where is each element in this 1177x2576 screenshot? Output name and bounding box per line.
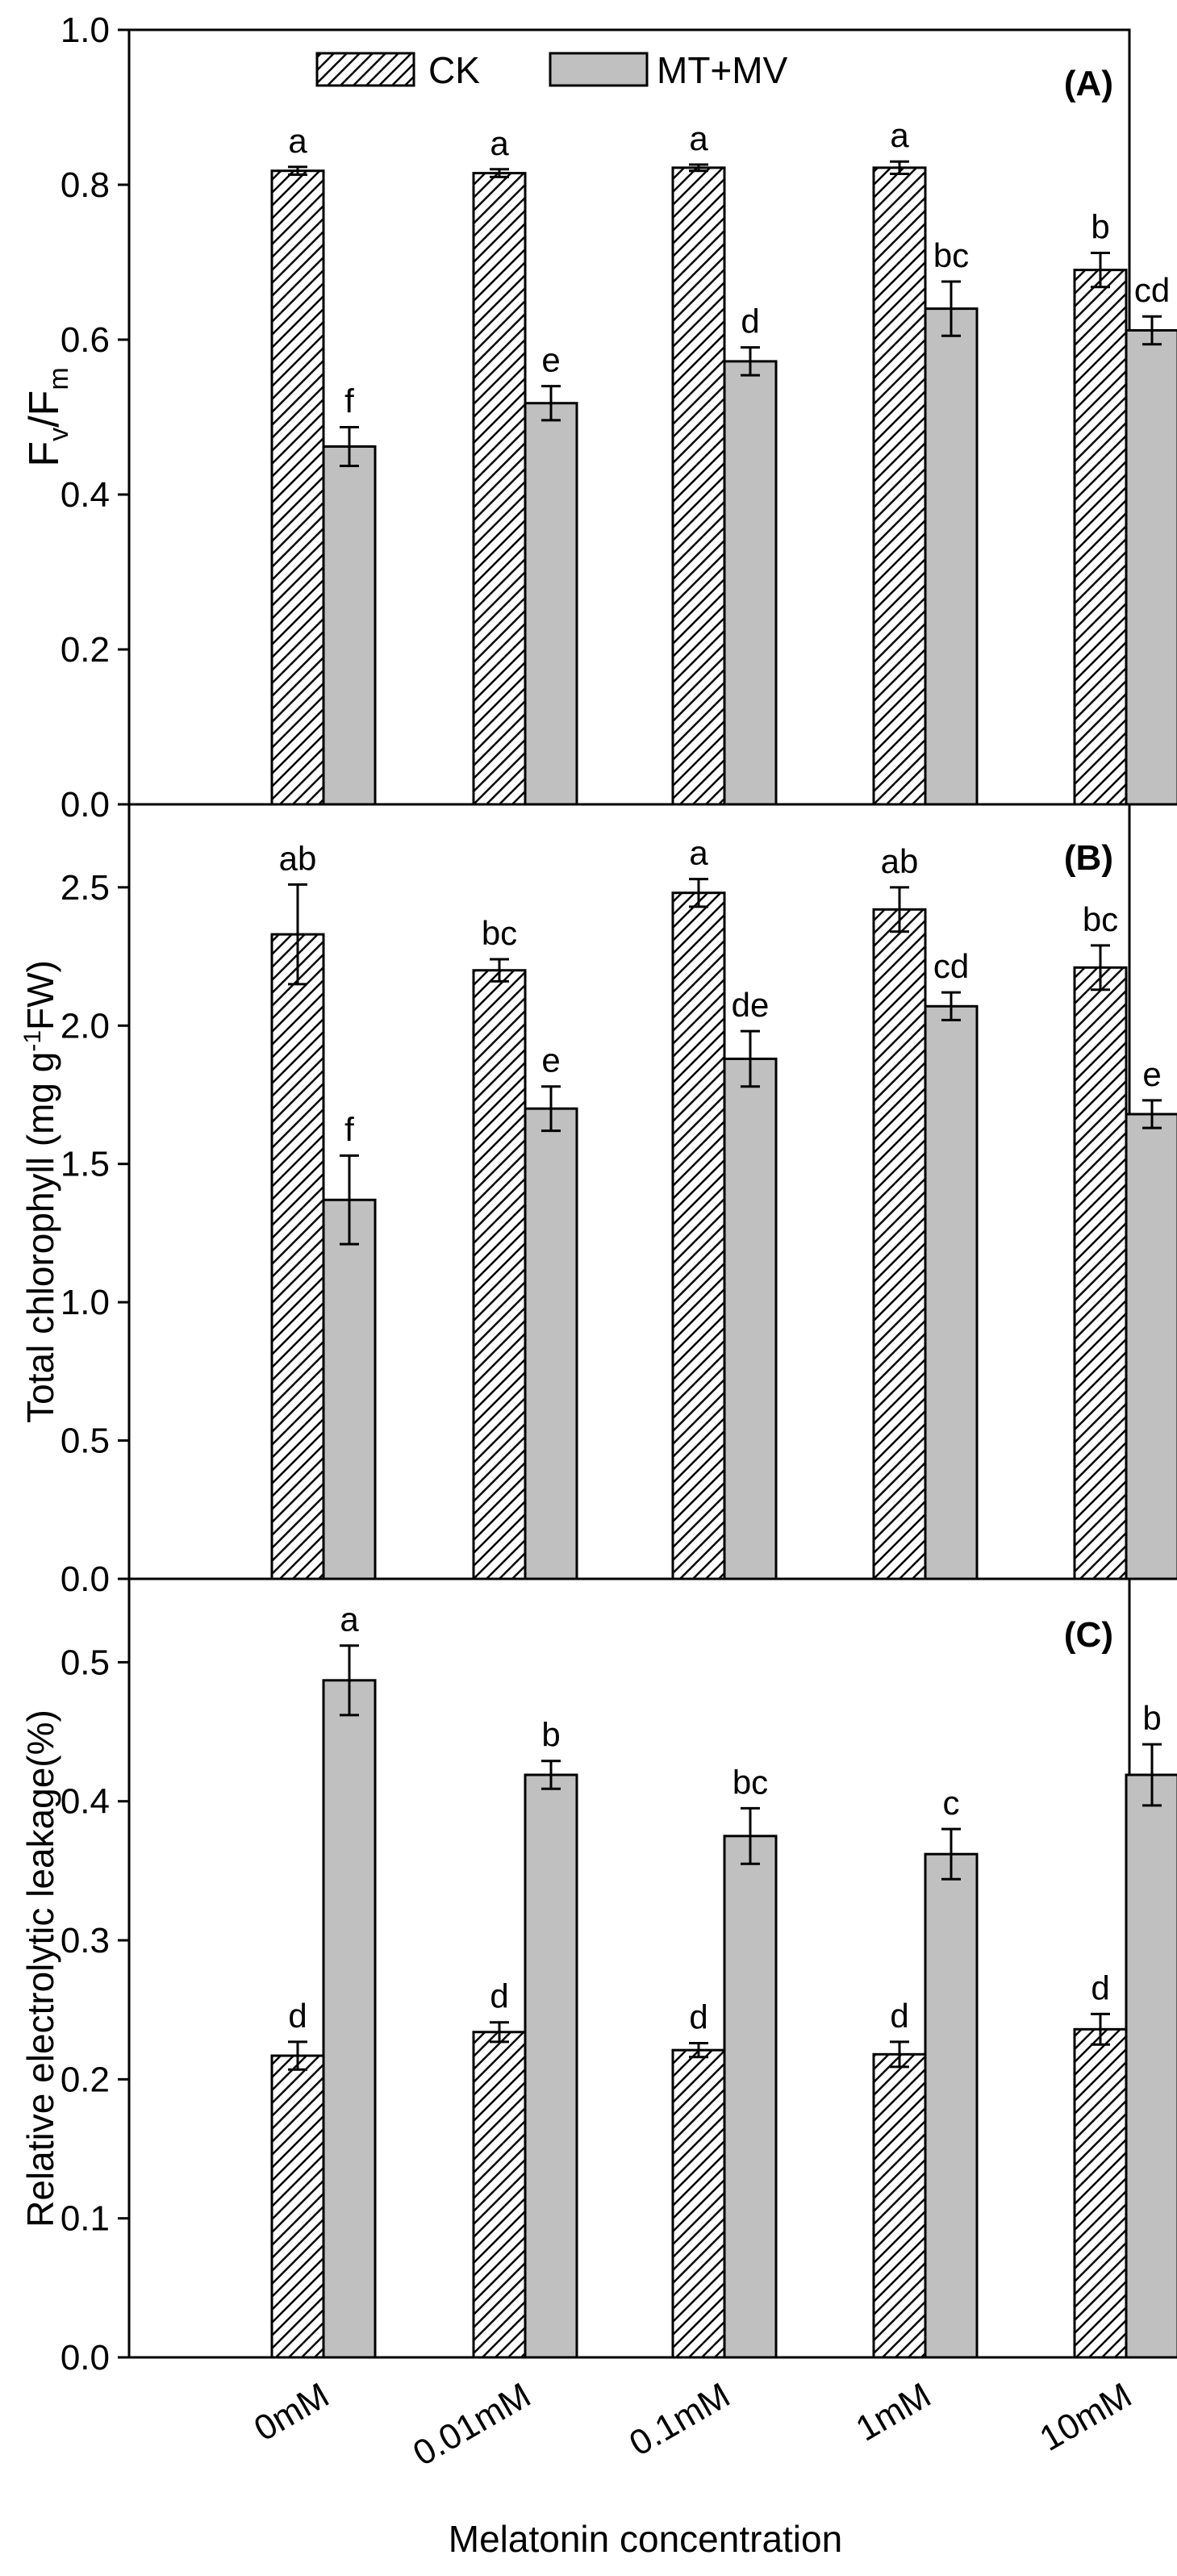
bar-mtmv <box>1125 328 1177 806</box>
y-tick-label: 2.5 <box>61 868 110 908</box>
significance-label: d <box>1091 1969 1109 2006</box>
significance-label: e <box>541 341 560 379</box>
x-tick-label: 1mM <box>849 2375 937 2449</box>
significance-label: bc <box>933 236 969 274</box>
significance-label: d <box>689 1998 707 2036</box>
y-tick-label: 0.1 <box>61 2199 110 2239</box>
bar-mtmv <box>723 360 778 806</box>
significance-label: cd <box>1134 271 1170 309</box>
bar-mtmv <box>1125 1113 1177 1580</box>
y-tick-label: 0.5 <box>61 1422 110 1461</box>
legend-label-ck: CK <box>428 49 480 91</box>
bar-mtmv <box>322 1679 377 2359</box>
y-tick-label: 0.6 <box>61 320 110 360</box>
bar-mtmv <box>924 1852 979 2359</box>
significance-label: d <box>288 1997 307 2035</box>
bar-ck <box>671 891 726 1580</box>
significance-label: a <box>340 1601 359 1639</box>
significance-label: d <box>741 303 759 340</box>
bar-mtmv <box>924 1004 979 1580</box>
panel-label-c: (C) <box>1064 1615 1113 1655</box>
bar-ck <box>1073 2027 1128 2359</box>
y-tick-label: 0.8 <box>61 165 110 205</box>
y-axis-title-c: Relative electrolytic leakage(%) <box>19 1710 61 2227</box>
bar-ck <box>671 2048 726 2359</box>
bar-ck <box>1073 269 1128 806</box>
legend-swatch-ck <box>315 52 415 87</box>
bar-mtmv <box>723 1057 778 1580</box>
significance-label: f <box>344 1110 354 1148</box>
x-tick-label: 0.1mM <box>623 2375 737 2464</box>
x-axis-title: Melatonin concentration <box>449 2518 842 2560</box>
legend-label-mtmv: MT+MV <box>657 49 788 91</box>
bar-ck <box>472 969 527 1580</box>
y-tick-label: 0.2 <box>61 630 110 670</box>
y-tick-label: 2.0 <box>61 1006 110 1046</box>
significance-label: b <box>541 1716 560 1754</box>
significance-label: f <box>344 382 354 420</box>
y-axis-title-a: Fv/Fm <box>21 367 74 466</box>
bar-ck <box>671 166 726 806</box>
bar-mtmv <box>524 1107 578 1580</box>
significance-label: bc <box>482 914 517 952</box>
x-tick-label: 0.01mM <box>407 2375 537 2474</box>
y-tick-label: 0.0 <box>61 785 110 825</box>
bar-mtmv <box>524 1773 578 2359</box>
bar-ck <box>472 2031 527 2359</box>
y-tick-label: 1.0 <box>61 10 110 50</box>
bar-ck <box>872 166 927 806</box>
significance-label: a <box>689 119 708 157</box>
bar-mtmv <box>723 1835 778 2359</box>
bar-mtmv <box>924 307 979 806</box>
significance-label: ab <box>881 842 919 880</box>
y-tick-label: 0.0 <box>61 1559 110 1599</box>
y-tick-label: 1.5 <box>61 1145 110 1184</box>
x-tick-label: 10mM <box>1033 2375 1138 2459</box>
bar-mtmv <box>322 445 377 806</box>
bar-mtmv <box>524 402 578 806</box>
panel-label-a: (A) <box>1064 64 1113 103</box>
significance-label: a <box>689 834 708 872</box>
significance-label: bc <box>732 1763 768 1801</box>
significance-label: cd <box>933 947 969 985</box>
y-tick-label: 0.3 <box>61 1921 110 1960</box>
y-tick-label: 1.0 <box>61 1283 110 1322</box>
significance-label: de <box>732 986 770 1024</box>
significance-label: e <box>541 1042 560 1079</box>
significance-label: b <box>1091 207 1109 245</box>
legend: CK MT+MV <box>315 49 788 91</box>
significance-label: bc <box>1083 900 1118 938</box>
x-tick-label: 0mM <box>248 2375 336 2449</box>
bar-ck <box>872 2052 927 2359</box>
bar-mtmv <box>1125 1773 1177 2359</box>
bar-ck <box>270 933 325 1580</box>
significance-label: c <box>943 1784 960 1822</box>
legend-swatch-mtmv <box>549 52 649 87</box>
bar-ck <box>472 172 527 806</box>
significance-label: d <box>890 1997 908 2035</box>
significance-label: b <box>1142 1699 1161 1737</box>
panel-label-b: (B) <box>1064 838 1113 878</box>
significance-label: a <box>490 124 509 162</box>
significance-label: a <box>288 122 307 160</box>
bar-ck <box>1073 966 1128 1580</box>
y-tick-label: 0.4 <box>61 475 110 515</box>
bar-ck <box>270 169 325 806</box>
bar-ck <box>270 2054 325 2359</box>
significance-label: a <box>890 116 909 154</box>
significance-label: d <box>490 1977 508 2015</box>
significance-label: e <box>1142 1055 1161 1093</box>
y-axis-title-b: Total chlorophyll (mg g-1FW) <box>19 960 61 1423</box>
y-tick-label: 0.2 <box>61 2060 110 2099</box>
bar-mtmv <box>322 1198 377 1580</box>
y-tick-label: 0.4 <box>61 1782 110 1822</box>
bar-ck <box>872 908 927 1580</box>
y-tick-label: 0.5 <box>61 1643 110 1682</box>
y-tick-label: 0.0 <box>61 2338 110 2378</box>
significance-label: ab <box>279 839 317 877</box>
